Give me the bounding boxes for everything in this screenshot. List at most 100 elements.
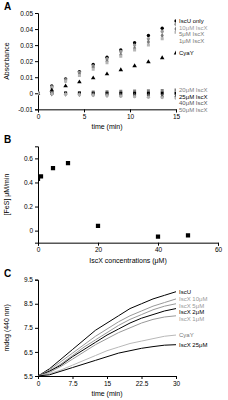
x-axis-title: IscX concentrations (μM) (89, 257, 167, 265)
marks (38, 19, 176, 99)
tick-label: 7.5 (24, 324, 33, 331)
series-label: IscU (179, 289, 191, 295)
point (50, 87, 55, 91)
plot: 051015-0.0100.010.020.030.040.05time (mi… (3, 10, 207, 132)
point (92, 65, 95, 71)
point (161, 89, 164, 92)
tick: 5.5 (24, 373, 38, 380)
tick: 0 (29, 227, 38, 234)
tick-mark (35, 158, 38, 159)
point (78, 91, 81, 97)
point (119, 92, 122, 98)
series-label: 25μM IscX (179, 94, 207, 100)
series-label: IscX 25μM (179, 342, 207, 348)
point (78, 71, 81, 77)
tick: 0.01 (20, 74, 38, 81)
tick: 15 (104, 376, 112, 387)
tick: 6.5 (24, 348, 38, 355)
tick-mark (35, 304, 38, 305)
point (186, 233, 190, 237)
point (96, 224, 100, 228)
point (105, 92, 108, 98)
point (66, 161, 70, 165)
x-axis: 0 20 40 60 (37, 243, 223, 254)
point (64, 78, 67, 84)
tick-mark (35, 376, 38, 377)
tick-label: 0 (37, 113, 41, 120)
point (161, 37, 164, 40)
point (91, 75, 96, 79)
plot: 07.51522.5305.56.57.58.59.5time (min)mde… (3, 276, 207, 398)
tick: 0 (37, 109, 41, 120)
point (64, 93, 67, 96)
point (38, 90, 40, 96)
tick-mark (130, 109, 131, 112)
tick: 60 (215, 243, 223, 254)
panel-label: A (4, 1, 11, 12)
tick-mark (84, 109, 85, 112)
line (38, 345, 176, 376)
tick: 0.02 (20, 58, 38, 65)
tick-label: 0.04 (20, 26, 33, 33)
point (38, 92, 40, 95)
point (160, 55, 165, 59)
axis-line (39, 243, 219, 246)
marks (38, 161, 190, 239)
tick: 20 (95, 243, 103, 254)
point (63, 83, 68, 87)
tick-label: 0 (29, 227, 33, 234)
tick-mark (107, 376, 108, 379)
line (38, 335, 176, 376)
tick-mark (176, 376, 177, 379)
point (174, 94, 176, 100)
point (50, 92, 53, 95)
point (174, 19, 176, 22)
tick: 0.2 (24, 203, 38, 210)
line (38, 304, 176, 376)
series-label: IscU only (179, 18, 204, 24)
tick-mark (158, 243, 159, 246)
y-axis: -0.0100.010.020.030.040.05 (18, 10, 38, 113)
point (38, 92, 40, 95)
point (156, 235, 160, 239)
point (174, 51, 176, 55)
tick: 0 (29, 90, 38, 97)
series-label: 1μM IscX (179, 38, 204, 44)
tick-label: 0 (29, 90, 33, 97)
point (119, 94, 122, 97)
tick-mark (73, 376, 74, 379)
series-label: IscX 2μM (179, 309, 204, 315)
tick: 0 (37, 243, 41, 254)
tick-mark (142, 376, 143, 379)
tick: 0.4 (24, 179, 38, 186)
tick-label: 5.5 (24, 373, 33, 380)
y-axis-title: mdeg (440 nm) (3, 304, 11, 351)
point (38, 92, 40, 95)
point (133, 46, 136, 52)
panel: 07.51522.5305.56.57.58.59.5time (min)mde… (3, 268, 207, 398)
point (50, 92, 53, 95)
point (38, 90, 40, 96)
tick: 30 (173, 376, 181, 387)
point (119, 55, 122, 58)
tick-label: 9.5 (24, 276, 33, 283)
y-axis: 00.20.40.6 (24, 147, 39, 243)
x-axis: 07.51522.530 (37, 376, 181, 387)
line (38, 309, 176, 376)
point (174, 96, 176, 99)
tick-label: 0.01 (20, 74, 33, 81)
point (39, 174, 43, 178)
tick-label: 0.05 (20, 10, 33, 17)
y-axis-title: [FeS] μM/min (3, 174, 11, 216)
tick: 5 (83, 109, 87, 120)
point (92, 94, 95, 97)
tick-mark (35, 109, 38, 110)
tick: 8.5 (24, 300, 38, 307)
point (78, 93, 81, 96)
series-label: 10μM IscX (179, 25, 207, 31)
tick-mark (35, 13, 38, 14)
tick-label: 6.5 (24, 348, 33, 355)
tick: 22.5 (136, 376, 149, 387)
series-label: 20μM IscX (179, 87, 207, 93)
tick-label: 40 (155, 246, 163, 253)
